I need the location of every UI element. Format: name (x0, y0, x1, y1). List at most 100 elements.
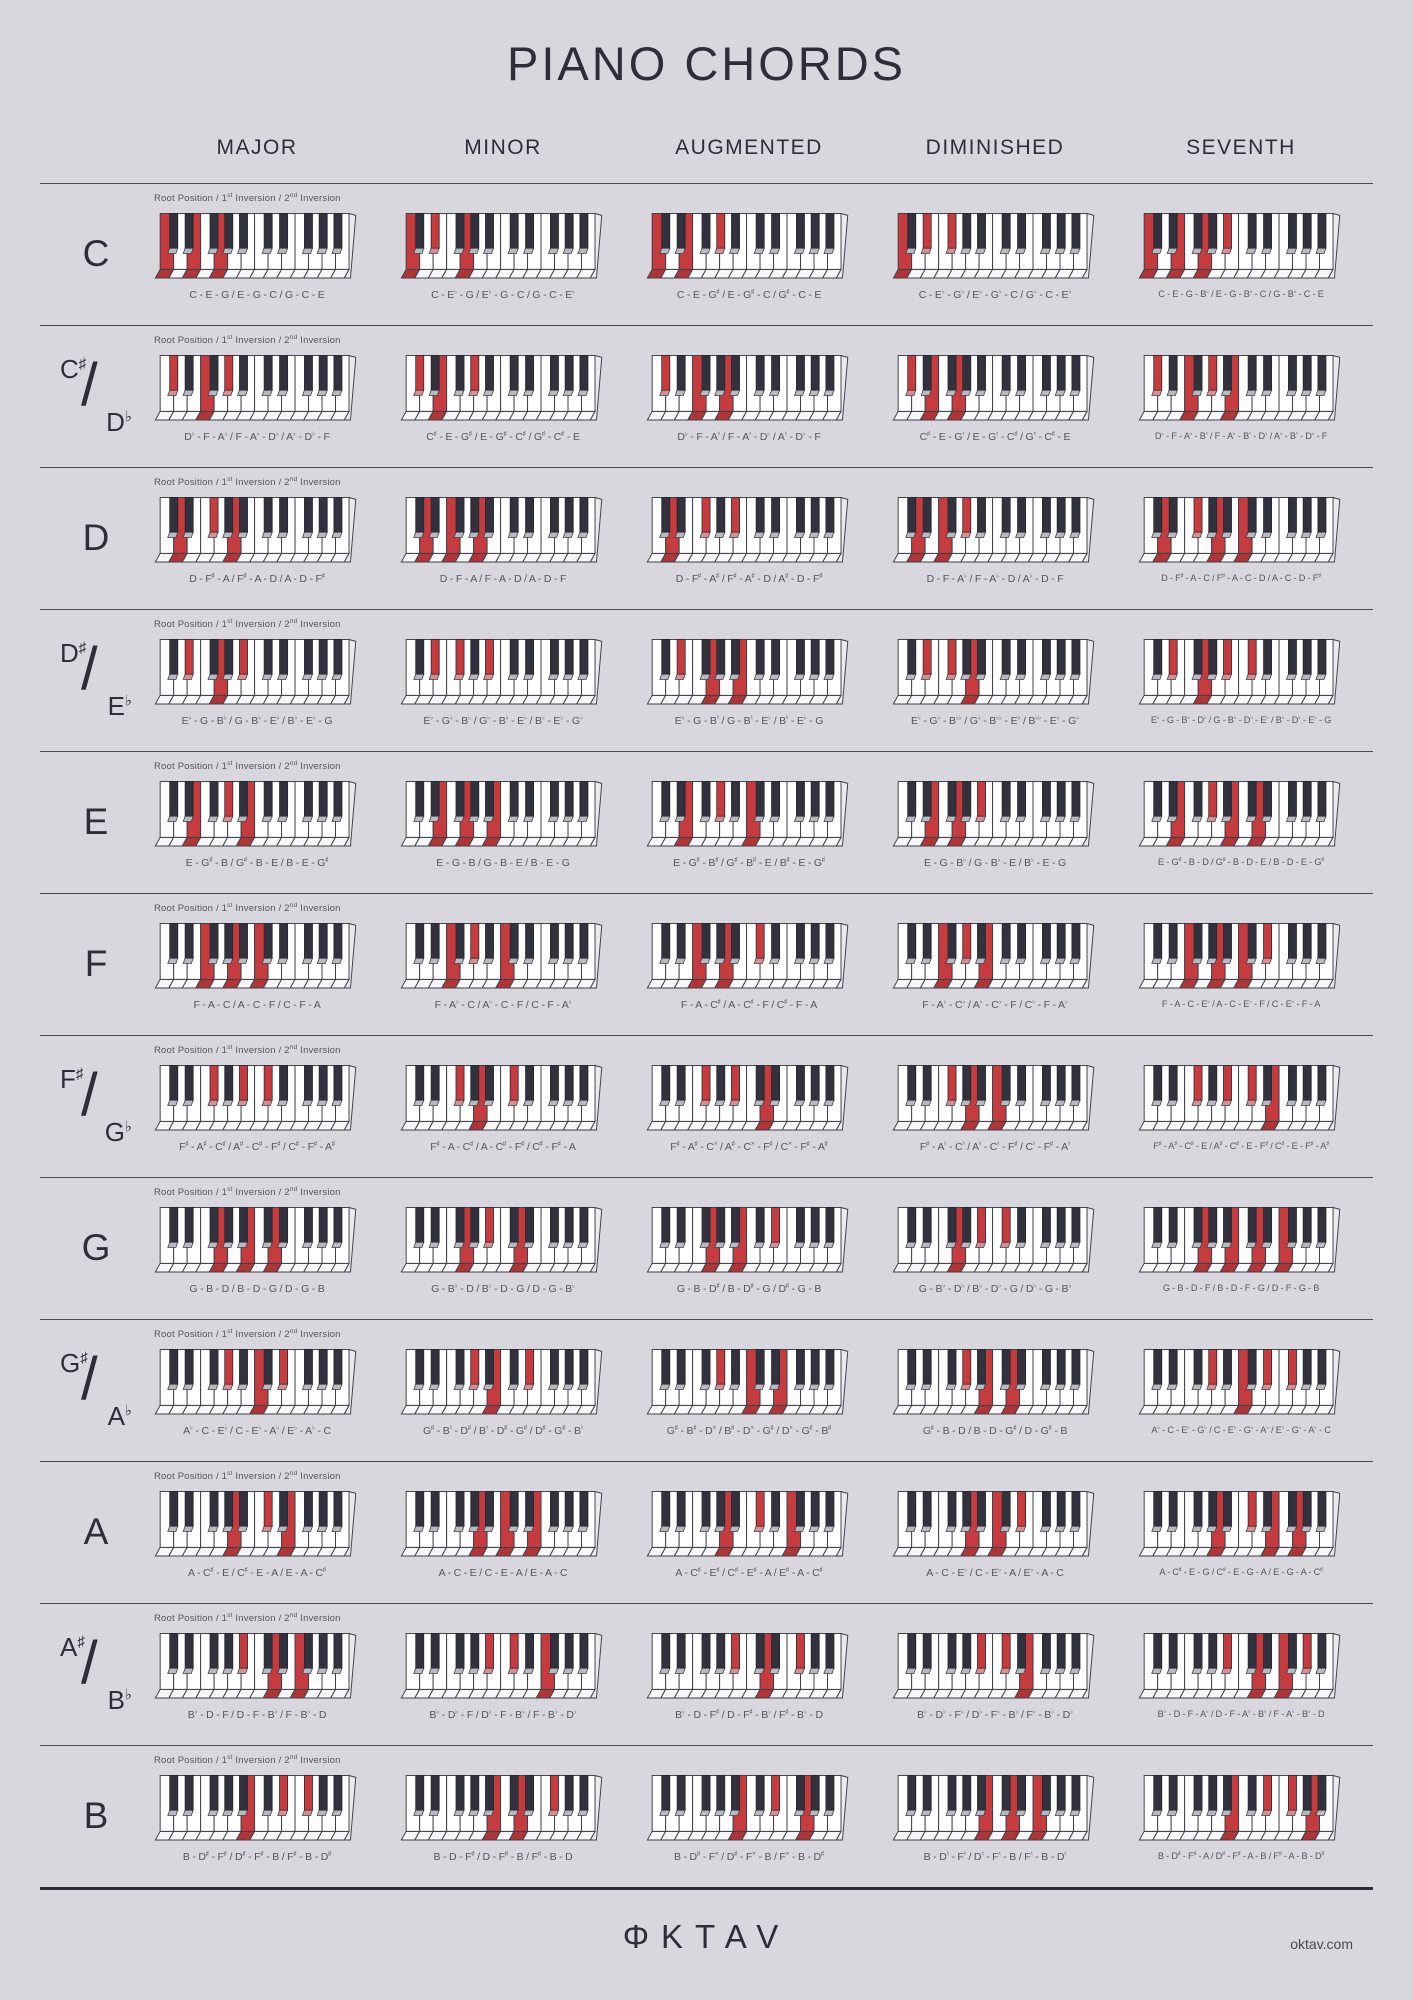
chord-cell-diminished: F - A♭ - C♭ / A♭ - C♭ - F / C♭ - F - A♭ (892, 893, 1098, 1035)
chord-cell-seventh: A♭ - C - E♭ - G♭ / C - E♭ - G♭ - A♭ / E♭… (1138, 1319, 1344, 1461)
keyboard-diagram (1138, 1633, 1341, 1699)
row-divider (40, 893, 1373, 894)
chord-cell-minor: F - A♭ - C / A♭ - C - F / C - F - A♭ (400, 893, 606, 1035)
keyboard-diagram (892, 1633, 1095, 1699)
chord-cell-minor: A - C - E / C - E - A / E - A - C (400, 1461, 606, 1603)
chord-notes: B♭ - D♭ - F / D♭ - F - B♭ / F - B♭ - D♭ (429, 1708, 577, 1721)
chord-cell-minor: G♯ - B♮ - D♯ / B♮ - D♯ - G♯ / D♯ - G♯ - … (400, 1319, 606, 1461)
chord-cell-diminished: G♯ - B - D / B - D - G♯ / D - G♯ - B (892, 1319, 1098, 1461)
chord-notes: C - E - G / E - G - C / G - C - E (189, 289, 325, 301)
chord-notes: F♯ - A♯ - C♯ - E / A♯ - C♯ - E - F♯ / C♯… (1153, 1140, 1329, 1151)
chord-notes: E - G♯ - B - D / G♯ - B - D - E / B - D … (1158, 856, 1324, 867)
chord-cell-seventh: F - A - C - E♭ / A - C - E♭ - F / C - E♭… (1138, 893, 1344, 1035)
chord-cell-major: Root Position / 1st Inversion / 2nd Inve… (154, 467, 360, 609)
chord-cell-minor: D - F - A / F - A - D / A - D - F (400, 467, 606, 609)
keyboard-diagram (646, 639, 849, 705)
chord-notes: F♯ - A♮ - C♮ / A♮ - C♮ - F♯ / C♮ - F♯ - … (919, 1140, 1071, 1153)
keyboard-diagram (892, 497, 1095, 563)
chord-cell-minor: B♭ - D♭ - F / D♭ - F - B♭ / F - B♭ - D♭ (400, 1603, 606, 1745)
chord-cell-seventh: F♯ - A♯ - C♯ - E / A♯ - C♯ - E - F♯ / C♯… (1138, 1035, 1344, 1177)
chord-cell-augmented: B♭ - D - F♯ / D - F♯ - B♭ / F♯ - B♭ - D (646, 1603, 852, 1745)
chord-notes: B♭ - D - F - A♭ / D - F - A♭ - B♭ / F - … (1157, 1708, 1325, 1719)
inversion-label: Root Position / 1st Inversion / 2nd Inve… (154, 191, 341, 204)
keyboard-diagram (646, 1065, 849, 1131)
keyboard-diagram (646, 1491, 849, 1557)
chord-notes: F♯ - A♯ - C♯ / A♯ - C♯ - F♯ / C♯ - F♯ - … (179, 1140, 335, 1153)
keyboard-diagram (1138, 923, 1341, 989)
chord-notes: E♭ - G♭ - B♭♭ / G♭ - B♭♭ - E♭ / B♭♭ - E♭… (911, 714, 1079, 727)
row-divider (40, 1461, 1373, 1462)
chord-cell-minor: E - G - B / G - B - E / B - E - G (400, 751, 606, 893)
chord-notes: E♭ - G♭ - B♭ / G♭ - B♭ - E♭ / B♭ - E♭ - … (423, 714, 583, 727)
chord-cell-augmented: F♯ - A♯ - C× / A♯ - C× - F♯ / C× - F♯ - … (646, 1035, 852, 1177)
chord-notes: F - A♭ - C / A♭ - C - F / C - F - A♭ (434, 998, 572, 1011)
keyboard-diagram (154, 1633, 357, 1699)
chord-cell-diminished: G - B♭ - D♭ / B♭ - D♭ - G / D♭ - G - B♭ (892, 1177, 1098, 1319)
chord-cell-diminished: C - E♭ - G♭ / E♭ - G♭ - C / G♭ - C - E♭ (892, 183, 1098, 325)
root-note-label: C♯ / D♭ (60, 351, 132, 437)
chord-notes: G♯ - B - D / B - D - G♯ / D - G♯ - B (922, 1424, 1068, 1437)
keyboard-diagram (646, 1207, 849, 1273)
inversion-label: Root Position / 1st Inversion / 2nd Inve… (154, 1327, 341, 1340)
inversion-label: Root Position / 1st Inversion / 2nd Inve… (154, 1469, 341, 1482)
chord-row-C: C Root Position / 1st Inversion / 2nd Inv… (40, 183, 1373, 325)
chord-notes: G♯ - B♮ - D♯ / B♮ - D♯ - G♯ / D♯ - G♯ - … (423, 1424, 583, 1437)
chord-cell-augmented: E - G♯ - B♯ / G♯ - B♯ - E / B♯ - E - G♯ (646, 751, 852, 893)
chord-notes: E - G - B♭ / G - B♭ - E / B♭ - E - G (923, 856, 1067, 869)
keyboard-diagram (646, 781, 849, 847)
oktav-logo: ΦKTAV (622, 1918, 791, 1955)
root-note-label: C (82, 233, 110, 274)
row-divider (40, 1745, 1373, 1746)
keyboard-diagram (154, 497, 357, 563)
chord-notes: B♭ - D♭ - F♭ / D♭ - F♭ - B♭ / F♭ - B♭ - … (917, 1708, 1073, 1721)
keyboard-diagram (154, 1065, 357, 1131)
keyboard-diagram (154, 213, 357, 279)
inversion-label: Root Position / 1st Inversion / 2nd Inve… (154, 1753, 341, 1766)
chord-cell-major: Root Position / 1st Inversion / 2nd Inve… (154, 893, 360, 1035)
chord-notes: A - C♯ - E♯ / C♯ - E♯ - A / E♯ - A - C♯ (675, 1566, 823, 1579)
column-header-minor: MINOR (464, 136, 542, 159)
chord-cell-diminished: C♯ - E - G♮ / E - G♮ - C♯ / G♮ - C♯ - E (892, 325, 1098, 467)
keyboard-diagram (400, 497, 603, 563)
root-note-label: F♯ / G♭ (60, 1061, 132, 1147)
chord-notes: G♯ - B♯ - D× / B♯ - D× - G♯ / D× - G♯ - … (666, 1424, 832, 1437)
chord-row-F: F Root Position / 1st Inversion / 2nd Inv… (40, 893, 1373, 1035)
chord-cell-diminished: B - D♮ - F♮ / D♮ - F♮ - B / F♮ - B - D♮ (892, 1745, 1098, 1887)
row-divider (40, 1603, 1373, 1604)
column-header-augmented: AUGMENTED (675, 136, 823, 159)
chord-notes: E - G♯ - B♯ / G♯ - B♯ - E / B♯ - E - G♯ (673, 856, 825, 869)
chord-cell-seventh: B - D♯ - F♯ - A / D♯ - F♯ - A - B / F♯ -… (1138, 1745, 1344, 1887)
chord-notes: D♭ - F - A♭ - B♮ / F - A♭ - B♮ - D♭ / A♭… (1154, 430, 1328, 441)
chord-notes: G - B - D♯ / B - D♯ - G / D♯ - G - B (676, 1282, 822, 1295)
row-divider (40, 467, 1373, 468)
keyboard-diagram (646, 355, 849, 421)
chord-cell-major: Root Position / 1st Inversion / 2nd Inve… (154, 751, 360, 893)
chord-cell-major: Root Position / 1st Inversion / 2nd Inve… (154, 609, 360, 751)
chord-cell-major: Root Position / 1st Inversion / 2nd Inve… (154, 1177, 360, 1319)
chord-row-Ds-Eb: D♯ / E♭ Root Position / 1st Inversion / 2nd… (40, 609, 1373, 751)
chord-cell-augmented: E♭ - G - B♮ / G - B♮ - E♭ / B♮ - E♭ - G (646, 609, 852, 751)
row-divider (40, 751, 1373, 752)
chord-notes: B♭ - D - F / D - F - B♭ / F - B♭ - D (187, 1708, 327, 1721)
chord-notes: D - F♯ - A - C / F♯ - A - C - D / A - C … (1161, 572, 1321, 583)
chord-notes: A - C♯ - E - G / C♯ - E - G - A / E - G … (1159, 1566, 1323, 1577)
keyboard-diagram (154, 1207, 357, 1273)
chord-cell-augmented: F - A - C♯ / A - C♯ - F / C♯ - F - A (646, 893, 852, 1035)
chord-notes: E - G - B / G - B - E / B - E - G (436, 857, 570, 869)
keyboard-diagram (154, 1491, 357, 1557)
chord-row-E: E Root Position / 1st Inversion / 2nd Inv… (40, 751, 1373, 893)
keyboard-diagram (400, 355, 603, 421)
chord-notes: B - D♮ - F♮ / D♮ - F♮ - B / F♮ - B - D♮ (923, 1850, 1067, 1863)
footer-divider (40, 1887, 1373, 1890)
chord-cell-diminished: D - F - A♭ / F - A♭ - D / A♭ - D - F (892, 467, 1098, 609)
chord-notes: E♭ - G - B♭ - D♭ / G - B♭ - D♭ - E♭ / B♭… (1150, 714, 1332, 725)
chord-notes: C - E - G - B♭ / E - G - B♭ - C / G - B♭… (1158, 288, 1324, 299)
keyboard-diagram (892, 1491, 1095, 1557)
chord-cell-seventh: B♭ - D - F - A♭ / D - F - A♭ - B♭ / F - … (1138, 1603, 1344, 1745)
chord-cell-augmented: G♯ - B♯ - D× / B♯ - D× - G♯ / D× - G♯ - … (646, 1319, 852, 1461)
chord-notes: C♯ - E - G♮ / E - G♮ - C♯ / G♮ - C♯ - E (919, 430, 1071, 443)
chord-notes: E♭ - G - B♭ / G - B♭ - E♭ / B♭ - E♭ - G (181, 714, 333, 727)
chord-cell-augmented: B - D♯ - F× / D♯ - F× - B / F× - B - D♯ (646, 1745, 852, 1887)
keyboard-diagram (646, 1633, 849, 1699)
chord-cell-augmented: D♭ - F - A♮ / F - A♮ - D♭ / A♮ - D♭ - F (646, 325, 852, 467)
